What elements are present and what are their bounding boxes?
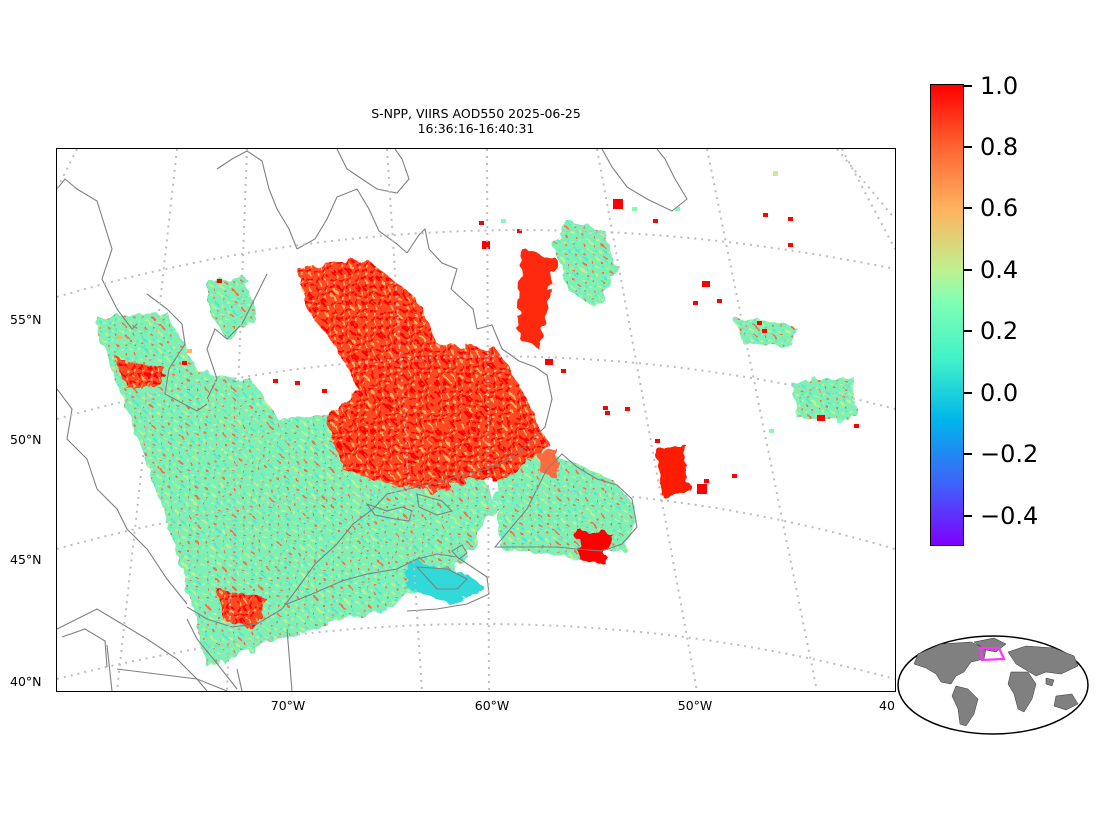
colorbar: [930, 84, 964, 546]
colorbar-label: 0.4: [980, 256, 1019, 284]
colorbar-label: 0.0: [980, 379, 1019, 407]
title-line-1: S-NPP, VIIRS AOD550 2025-06-25: [371, 106, 581, 121]
colorbar-label: 1.0: [980, 72, 1019, 100]
map-title: S-NPP, VIIRS AOD550 2025-06-25 16:36:16-…: [56, 106, 896, 136]
latitude-label-40: 40°N: [10, 674, 42, 689]
coastlines: [57, 149, 688, 691]
aod-high-region: [117, 249, 689, 629]
colorbar-label: 0.6: [980, 194, 1019, 222]
colorbar-label: −0.4: [980, 502, 1039, 530]
colorbar-label: 0.2: [980, 317, 1019, 345]
world-locator-inset: [897, 635, 1089, 735]
colorbar-tick: [963, 453, 972, 455]
map-canvas: [57, 149, 895, 691]
colorbar-tick: [963, 207, 972, 209]
map-panel: [56, 148, 896, 692]
colorbar-label: −0.2: [980, 440, 1039, 468]
latitude-label-55: 55°N: [10, 312, 42, 327]
colorbar-tick: [963, 146, 972, 148]
aod-low-region: [93, 219, 857, 667]
title-line-2: 16:36:16-16:40:31: [417, 121, 535, 136]
longitude-label-50w: 50°W: [677, 698, 713, 713]
colorbar-tick: [963, 515, 972, 517]
latitude-label-50: 50°N: [10, 432, 42, 447]
aod-scatter-pixels: [117, 171, 859, 494]
colorbar-tick: [963, 330, 972, 332]
latitude-label-45: 45°N: [10, 552, 42, 567]
colorbar-tick: [963, 269, 972, 271]
region-highlight-box: [978, 646, 1006, 662]
colorbar-label: 0.8: [980, 133, 1019, 161]
colorbar-tick: [963, 85, 972, 87]
colorbar-tick: [963, 392, 972, 394]
longitude-label-70w: 70°W: [270, 698, 306, 713]
longitude-label-40w: 40: [879, 698, 895, 713]
graticule: [57, 149, 895, 691]
longitude-label-60w: 60°W: [474, 698, 510, 713]
